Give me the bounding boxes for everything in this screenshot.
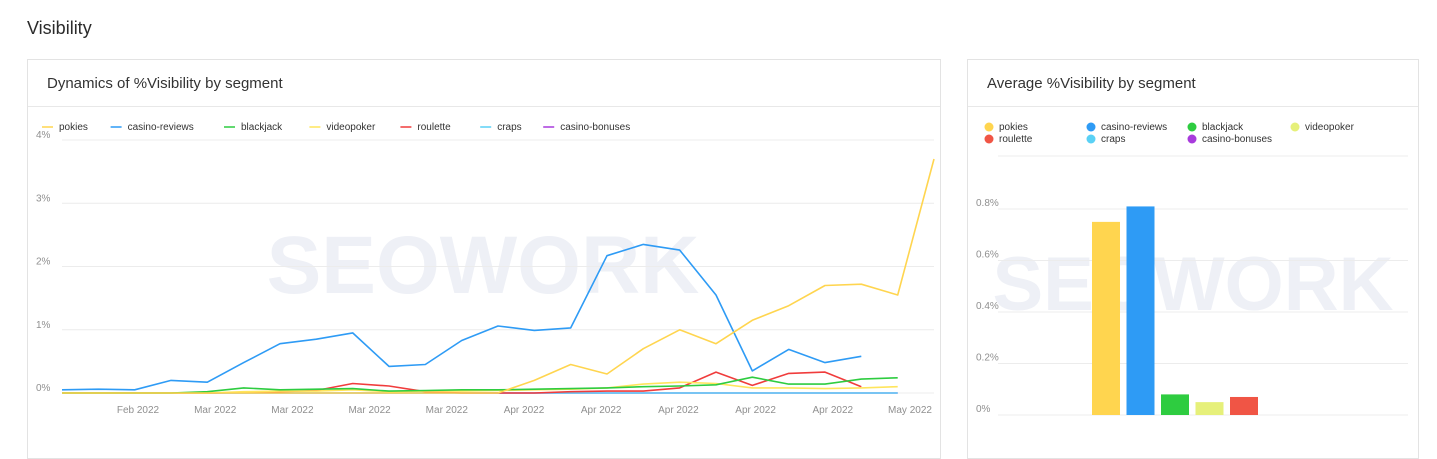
legend-label: videopoker (1305, 122, 1355, 133)
x-tick-label: Mar 2022 (271, 405, 314, 416)
legend-item: casino-reviews (1086, 122, 1167, 133)
watermark: SEOWORK (267, 220, 700, 311)
y-tick-label: 0% (36, 383, 51, 394)
watermark: SEOWORK (992, 242, 1393, 327)
legend-swatch (984, 122, 994, 132)
bar-casino-reviews (1126, 206, 1155, 415)
x-tick-label: Apr 2022 (813, 405, 854, 416)
series-line-casino-reviews (61, 243, 862, 391)
legend-item: pokies (984, 122, 1028, 133)
legend-label: roulette (999, 134, 1033, 145)
section-title: Visibility (27, 18, 92, 38)
y-tick-label: 0.6% (976, 250, 999, 261)
visibility-dynamics-card: Dynamics of %Visibility by segment SEOWO… (27, 59, 941, 459)
bar-pokies (1092, 221, 1120, 415)
legend-label: craps (1101, 134, 1125, 145)
series-line-blackjack (62, 376, 898, 394)
x-tick-label: Apr 2022 (581, 405, 622, 416)
y-tick-label: 2% (36, 257, 51, 268)
legend-item: casino-bonuses (1187, 134, 1272, 145)
x-tick-label: Mar 2022 (348, 405, 391, 416)
legend-label: blackjack (1202, 122, 1244, 133)
x-tick-label: May 2022 (888, 405, 932, 416)
legend-swatch (1187, 122, 1197, 132)
legend-item: blackjack (1187, 122, 1244, 133)
legend-item: videopoker (1290, 122, 1355, 133)
bar-chart-title: Average %Visibility by segment (968, 60, 1418, 107)
legend-swatch (1290, 122, 1300, 132)
x-tick-label: Mar 2022 (426, 405, 469, 416)
y-tick-label: 0.8% (976, 198, 999, 209)
legend-swatch (1086, 122, 1096, 132)
legend-item: craps (1086, 134, 1125, 145)
y-tick-label: 1% (36, 320, 51, 331)
legend-swatch (1086, 134, 1096, 144)
legend-label: casino-reviews (1101, 122, 1167, 133)
legend-item: pokies (42, 122, 88, 133)
legend-label: blackjack (241, 122, 283, 133)
y-tick-label: 0.2% (976, 353, 999, 364)
legend-item: roulette (984, 134, 1033, 145)
line-chart: SEOWORK 4% 3% 2% 1% 0% Feb 2022 Mar 2022 Mar 202… (36, 122, 935, 416)
legend-swatch (1187, 134, 1197, 144)
average-visibility-card: Average %Visibility by segment SEOWORK 0.… (967, 59, 1419, 459)
bar-blackjack (1161, 394, 1189, 415)
y-tick-label: 0.4% (976, 301, 999, 312)
legend-swatch (984, 134, 994, 144)
legend-label: craps (497, 122, 521, 133)
line-chart-title: Dynamics of %Visibility by segment (28, 60, 940, 107)
x-tick-label: Mar 2022 (194, 405, 237, 416)
legend-item: videopoker (309, 122, 376, 133)
y-tick-label: 4% (36, 130, 51, 141)
legend-label: roulette (417, 122, 451, 133)
series-line-videopoker (62, 381, 898, 394)
legend-label: videopoker (326, 122, 376, 133)
x-tick-label: Apr 2022 (735, 405, 776, 416)
legend-label: casino-reviews (128, 122, 194, 133)
x-tick-label: Apr 2022 (504, 405, 545, 416)
legend-item: casino-bonuses (543, 122, 630, 133)
legend-item: craps (480, 122, 522, 133)
legend-label: pokies (59, 122, 88, 133)
y-tick-label: 0% (976, 404, 991, 415)
bar-roulette (1230, 396, 1258, 415)
bar-chart: SEOWORK 0.8% 0.6% 0.4% 0.2% 0% pokies casino-re… (976, 122, 1408, 416)
legend-item: roulette (400, 122, 451, 133)
x-tick-label: Apr 2022 (658, 405, 699, 416)
x-tick-label: Feb 2022 (117, 405, 160, 416)
legend-item: casino-reviews (110, 122, 194, 133)
legend-label: pokies (999, 122, 1028, 133)
legend-label: casino-bonuses (1202, 134, 1272, 145)
legend-item: blackjack (224, 122, 283, 133)
legend-label: casino-bonuses (560, 122, 630, 133)
y-tick-label: 3% (36, 193, 51, 204)
bar-videopoker (1195, 402, 1224, 415)
series-line-pokies (62, 158, 935, 394)
